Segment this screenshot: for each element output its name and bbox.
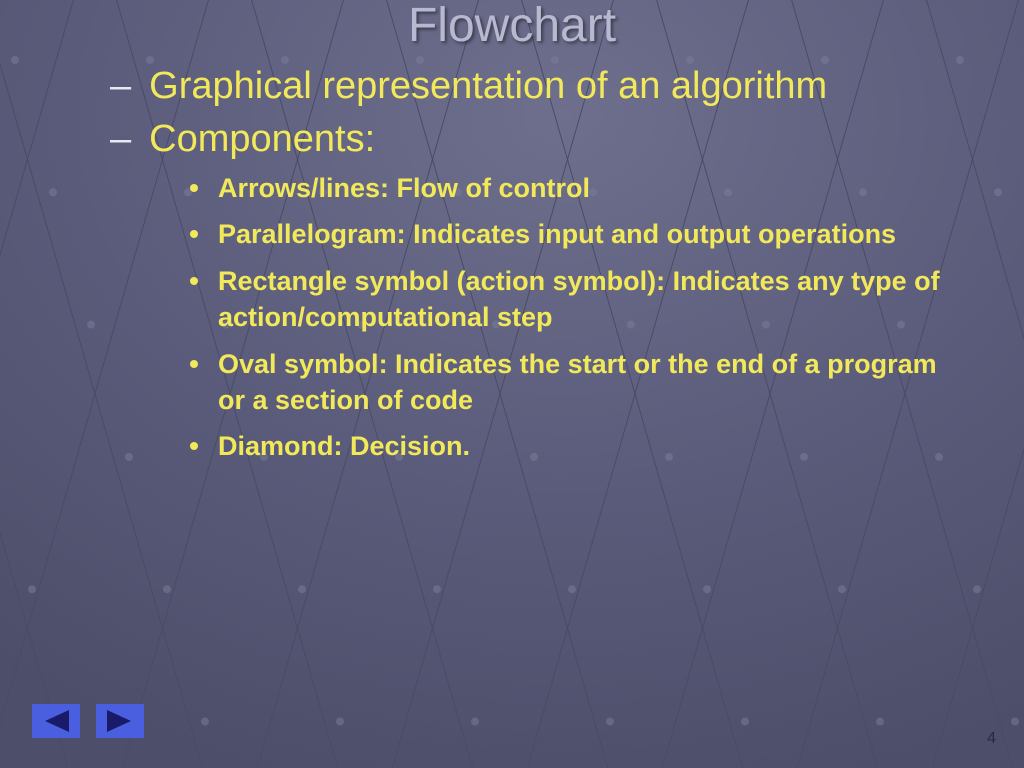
slide: Flowchart – Graphical representation of …: [0, 0, 1024, 768]
bullet-text: Components:: [149, 116, 964, 164]
bullet-level2: Oval symbol: Indicates the start or the …: [190, 346, 964, 419]
slide-content: Flowchart – Graphical representation of …: [0, 0, 1024, 768]
dot-marker: [190, 360, 198, 368]
dash-marker: –: [110, 116, 131, 164]
prev-button[interactable]: [32, 704, 80, 738]
bullet-text: Arrows/lines: Flow of control: [218, 170, 964, 206]
bullet-level2: Diamond: Decision.: [190, 428, 964, 464]
bullet-text: Graphical representation of an algorithm: [149, 63, 964, 111]
dot-marker: [190, 442, 198, 450]
dash-marker: –: [110, 63, 131, 111]
dot-marker: [190, 277, 198, 285]
bullet-level1: – Components:: [110, 116, 964, 164]
bullet-level2: Rectangle symbol (action symbol): Indica…: [190, 263, 964, 336]
bullet-text: Diamond: Decision.: [218, 428, 964, 464]
slide-body: – Graphical representation of an algorit…: [0, 53, 1024, 465]
bullet-text: Oval symbol: Indicates the start or the …: [218, 346, 964, 419]
bullet-text: Parallelogram: Indicates input and outpu…: [218, 216, 964, 252]
arrow-left-icon: [43, 709, 69, 733]
slide-title: Flowchart: [0, 0, 1024, 53]
arrow-right-icon: [107, 709, 133, 733]
next-button[interactable]: [96, 704, 144, 738]
bullet-text: Rectangle symbol (action symbol): Indica…: [218, 263, 964, 336]
nav-controls: [32, 704, 144, 738]
bullet-level2: Arrows/lines: Flow of control: [190, 170, 964, 206]
page-number: 4: [987, 730, 996, 748]
dot-marker: [190, 184, 198, 192]
bullet-level2: Parallelogram: Indicates input and outpu…: [190, 216, 964, 252]
dot-marker: [190, 230, 198, 238]
bullet-level1: – Graphical representation of an algorit…: [110, 63, 964, 111]
